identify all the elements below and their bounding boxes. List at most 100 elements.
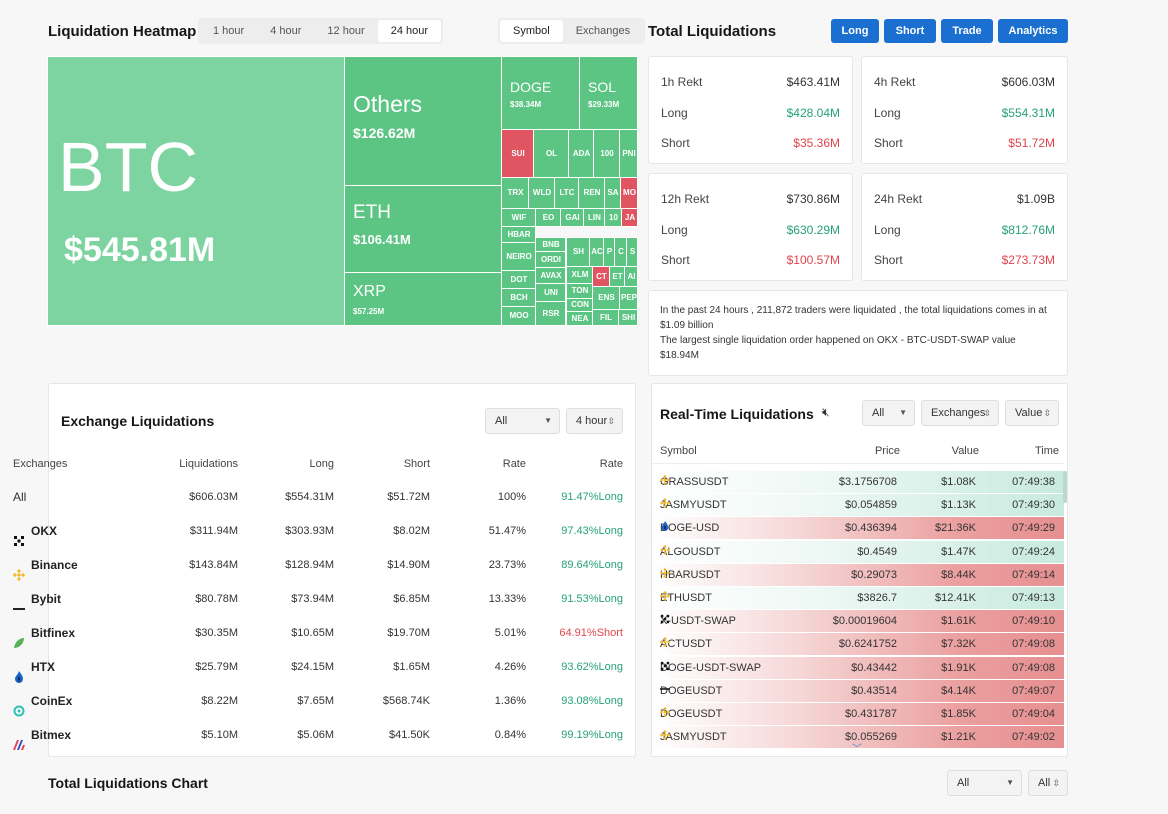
table-row[interactable]: CoinEx $8.22M $7.65M $568.74K 1.36% 93.08%Lon…: [12, 684, 623, 718]
tile-small[interactable]: REN: [578, 177, 605, 209]
exchange-period-select[interactable]: 4 hour ⇳: [566, 408, 623, 434]
cell-price: $3.1756708: [838, 476, 897, 488]
tile-small[interactable]: SUI: [501, 129, 534, 178]
table-row[interactable]: JASMYUSDT $0.054859 $1.13K 07:49:30: [652, 494, 1064, 518]
tile-small[interactable]: S: [626, 237, 638, 267]
realtime-exchanges-select[interactable]: Exchanges ⇳: [921, 400, 999, 426]
realtime-all-select[interactable]: All ▼: [862, 400, 915, 426]
tab-1-hour[interactable]: 1 hour: [213, 25, 245, 37]
tile-small[interactable]: FIL: [592, 309, 619, 326]
tile-small[interactable]: OL: [533, 129, 569, 178]
cell-symbol-text: DOGEUSDT: [660, 708, 723, 720]
table-row[interactable]: GRASSUSDT $3.1756708 $1.08K 07:49:38: [652, 471, 1064, 494]
realtime-scrollbar[interactable]: [1063, 471, 1067, 503]
table-row[interactable]: Binance $143.84M $128.94M $14.90M 23.73% 89.6…: [12, 548, 623, 582]
table-row[interactable]: X-USDT-SWAP $0.00019604 $1.61K 07:49:10: [652, 610, 1064, 634]
tile-small[interactable]: JA: [621, 208, 638, 227]
tile-small[interactable]: AC: [589, 237, 604, 267]
tile-small[interactable]: SH: [566, 237, 590, 267]
tab-4-hour[interactable]: 4 hour: [270, 25, 302, 37]
table-row[interactable]: Bitmex $5.10M $5.06M $41.50K 0.84% 99.19%Long: [12, 718, 623, 752]
tab-symbol[interactable]: Symbol: [500, 20, 563, 42]
tile-small[interactable]: BNB: [535, 237, 566, 252]
chart-filter-2-select[interactable]: All ⇳: [1028, 770, 1068, 796]
tile-small[interactable]: LIN: [583, 208, 605, 227]
tile-small[interactable]: AI: [624, 266, 638, 287]
cell-symbol-text: DOGE-USDT-SWAP: [660, 661, 762, 674]
realtime-value-select[interactable]: Value ⇳: [1005, 400, 1059, 426]
tile-small[interactable]: MO: [620, 177, 638, 209]
tile-small[interactable]: XLM: [566, 266, 593, 284]
tile-small[interactable]: AVAX: [535, 267, 566, 284]
table-row[interactable]: DOGE-USD $0.436394 $21.36K 07:49:29: [652, 517, 1064, 541]
tile-small[interactable]: LTC: [554, 177, 579, 209]
tile-eth[interactable]: ETH $106.41M: [344, 185, 502, 273]
tile-small[interactable]: 10: [604, 208, 622, 227]
table-row[interactable]: DOGEUSDT $0.431787 $1.85K 07:49:04: [652, 703, 1064, 726]
tile-small-label: RSR: [542, 308, 560, 318]
sort-icon: ⇳: [983, 408, 991, 418]
exchange-filter-select[interactable]: All ▼: [485, 408, 560, 434]
tile-small[interactable]: MOO: [501, 306, 536, 326]
binance-icon: [659, 494, 671, 509]
table-row[interactable]: Bybit $80.78M $73.94M $6.85M 13.33% 91.53%Lon…: [12, 582, 623, 616]
chart-filter-select[interactable]: All ▼: [947, 770, 1022, 796]
tile-sol[interactable]: SOL $29.33M: [579, 56, 638, 130]
table-row[interactable]: HTX $25.79M $24.15M $1.65M 4.26% 93.62%Long: [12, 650, 623, 684]
cell-value: $1.91K: [941, 661, 976, 674]
table-row[interactable]: ACTUSDT $0.6241752 $7.32K 07:49:08: [652, 633, 1064, 657]
scroll-down-chevron-icon[interactable]: ﹀: [852, 744, 862, 755]
tile-small[interactable]: NEA: [566, 311, 593, 326]
tile-small[interactable]: UNI: [535, 283, 566, 302]
tile-xrp[interactable]: XRP $57.25M: [344, 272, 502, 326]
tile-small[interactable]: PNI: [619, 129, 638, 178]
tile-small-label: XLM: [571, 270, 589, 279]
cell-price: $0.054859: [845, 499, 897, 512]
tile-small[interactable]: WIF: [501, 208, 536, 227]
tab-exchanges[interactable]: Exchanges: [575, 25, 631, 37]
tile-small[interactable]: CON: [566, 298, 593, 312]
table-row[interactable]: Bitfinex $30.35M $10.65M $19.70M 5.01% 64.91%…: [12, 616, 623, 650]
tile-small[interactable]: DOT: [501, 270, 536, 289]
tile-small[interactable]: RSR: [535, 301, 566, 326]
table-row[interactable]: All $606.03M $554.31M $51.72M 100% 91.47%Long: [12, 480, 623, 514]
analytics-button[interactable]: Analytics: [998, 19, 1068, 43]
tile-small[interactable]: PEPE: [619, 286, 638, 310]
tile-small[interactable]: ENS: [592, 286, 620, 310]
tile-btc[interactable]: BTC $545.81M: [47, 56, 345, 326]
speaker-muted-icon[interactable]: 🔇︎: [822, 405, 830, 419]
tile-small[interactable]: ET: [609, 266, 625, 287]
tab-24-hour[interactable]: 24 hour: [377, 20, 442, 42]
table-row[interactable]: JASMYUSDT $0.055269 $1.21K 07:49:02: [652, 726, 1064, 750]
tile-small[interactable]: BCH: [501, 288, 536, 307]
tile-small[interactable]: SA: [604, 177, 621, 209]
tile-small[interactable]: GAI: [560, 208, 584, 227]
table-row[interactable]: OKX $311.94M $303.93M $8.02M 51.47% 97.43%Lon…: [12, 514, 623, 548]
tile-small[interactable]: SHI: [618, 309, 638, 326]
tile-sol-name: SOL: [588, 79, 617, 95]
short-button[interactable]: Short: [884, 19, 936, 43]
trade-button[interactable]: Trade: [941, 19, 993, 43]
long-button[interactable]: Long: [831, 19, 879, 43]
table-row[interactable]: HBARUSDT $0.29073 $8.44K 07:49:14: [652, 563, 1064, 587]
tile-small[interactable]: TRX: [501, 177, 529, 209]
exchange-liquidations-card: [48, 383, 636, 757]
tile-small[interactable]: WLD: [528, 177, 555, 209]
table-row[interactable]: DOGE-USDT-SWAP $0.43442 $1.91K 07:49:08: [652, 656, 1064, 680]
tab-12-hour[interactable]: 12 hour: [327, 25, 365, 37]
table-row[interactable]: ETHUSDT $3826.7 $12.41K 07:49:13: [652, 587, 1064, 610]
cell-time: 07:49:10: [1012, 615, 1055, 628]
tile-small[interactable]: HBAR: [501, 226, 536, 243]
tile-doge[interactable]: DOGE $38.34M: [501, 56, 580, 130]
tile-others[interactable]: Others $126.62M: [344, 56, 502, 186]
tile-small[interactable]: TON: [566, 283, 593, 299]
table-row[interactable]: DOGEUSDT $0.43514 $4.14K 07:49:07: [652, 679, 1064, 703]
tile-small[interactable]: ORDI: [535, 251, 566, 268]
cell-liquidations: $5.10M: [201, 729, 238, 741]
tile-small[interactable]: ADA: [568, 129, 594, 178]
table-row[interactable]: ALGOUSDT $0.4549 $1.47K 07:49:24: [652, 540, 1064, 564]
tile-small[interactable]: 100: [593, 129, 620, 178]
tile-small[interactable]: CT: [592, 266, 610, 287]
tile-small[interactable]: NEIRO: [501, 242, 536, 271]
tile-small[interactable]: EO: [535, 208, 561, 227]
